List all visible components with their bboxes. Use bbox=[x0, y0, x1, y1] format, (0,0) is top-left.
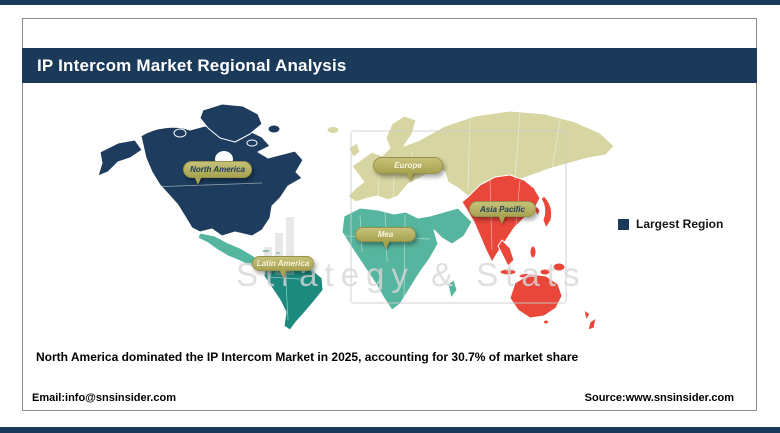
bottom-accent-bar bbox=[0, 427, 780, 433]
title-bar: IP Intercom Market Regional Analysis bbox=[22, 48, 757, 83]
map-label-mea: Mea bbox=[355, 227, 416, 242]
page-title: IP Intercom Market Regional Analysis bbox=[37, 55, 347, 75]
map-label-asia-pacific: Asia Pacific bbox=[469, 201, 536, 217]
legend-label: Largest Region bbox=[636, 217, 724, 231]
footer-email: Email:info@snsinsider.com bbox=[32, 392, 176, 404]
legend-swatch bbox=[618, 218, 629, 230]
legend: Largest Region bbox=[618, 217, 723, 231]
map-label-north-america: North America bbox=[183, 161, 252, 178]
watermark-bar-icon bbox=[286, 217, 294, 275]
map-label-latin-america: Latin America bbox=[252, 256, 314, 271]
footer-source: Source:www.snsinsider.com bbox=[584, 392, 734, 404]
map-label-europe: Europe bbox=[373, 157, 443, 174]
top-accent-bar bbox=[0, 0, 780, 5]
market-share-caption: North America dominated the IP Intercom … bbox=[36, 350, 579, 364]
